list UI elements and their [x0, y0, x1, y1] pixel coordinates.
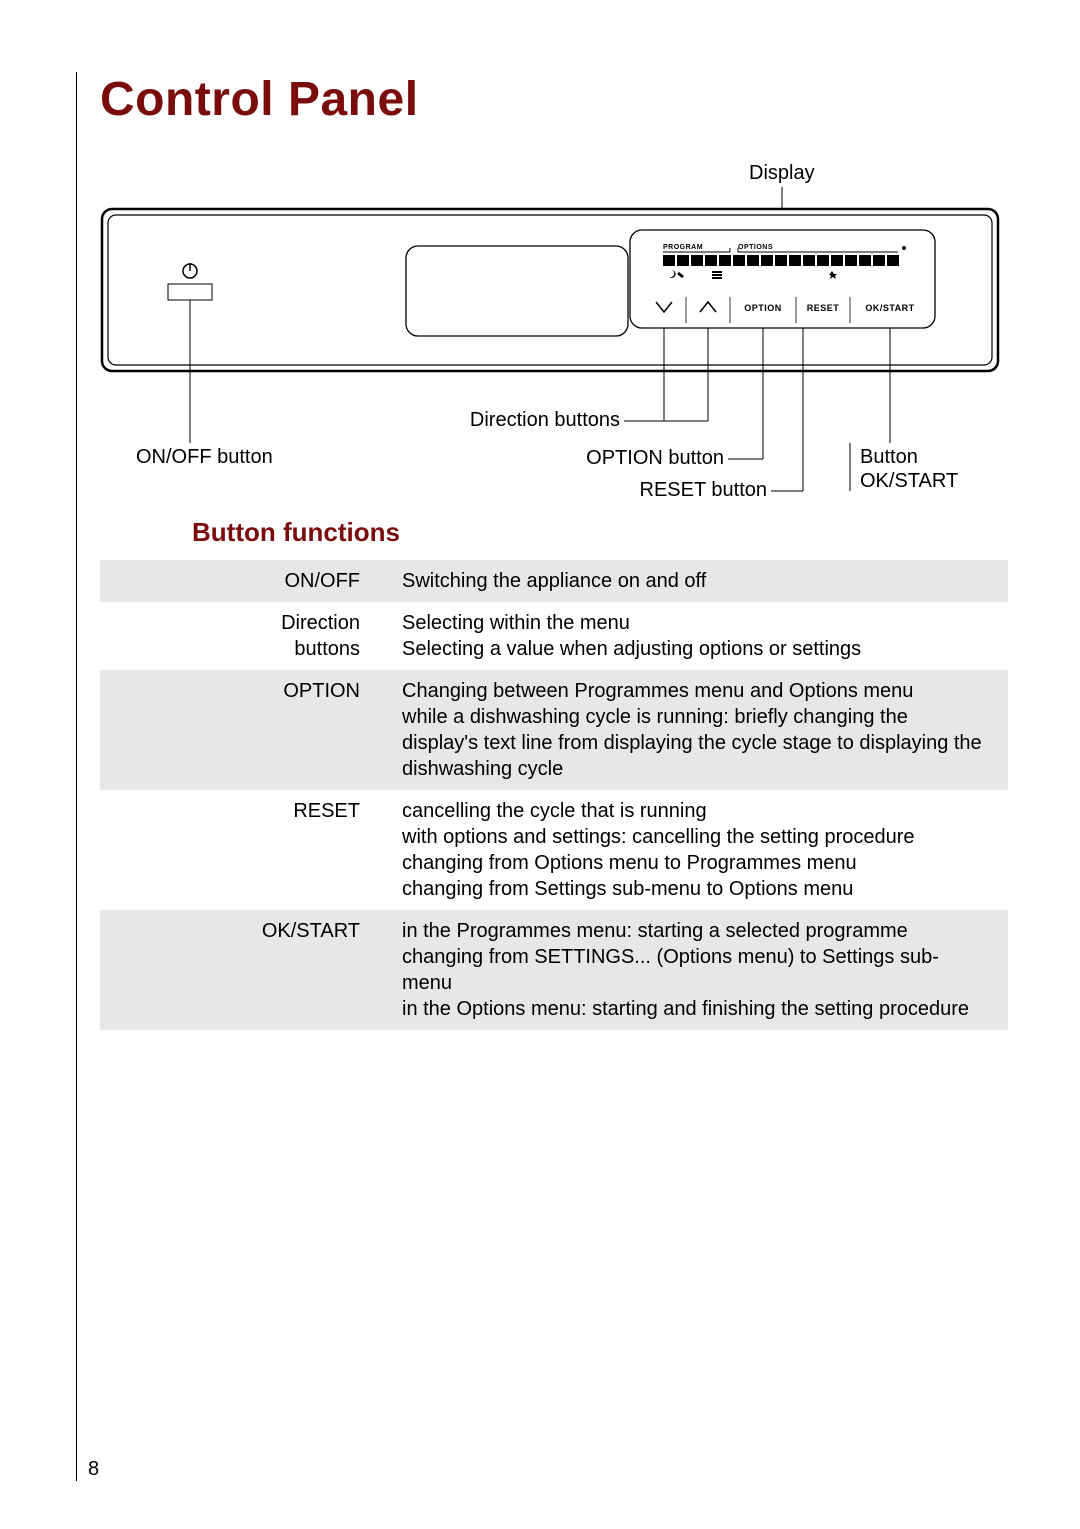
section-title: Button functions — [192, 517, 1008, 548]
row-name: RESET — [100, 790, 392, 910]
label-option: OPTION button — [586, 447, 724, 469]
row-name: OPTION — [100, 670, 392, 790]
label-direction: Direction buttons — [470, 409, 620, 431]
row-desc: Switching the appliance on and off — [392, 560, 1008, 602]
button-functions-table: ON/OFFSwitching the appliance on and off… — [100, 560, 1008, 1030]
row-name: OK/START — [100, 910, 392, 1030]
table-row: RESETcancelling the cycle that is runnin… — [100, 790, 1008, 910]
onoff-button-graphic — [168, 263, 212, 300]
row-desc: cancelling the cycle that is runningwith… — [392, 790, 1008, 910]
panel-outer-frame — [102, 209, 998, 371]
table-row: OK/STARTin the Programmes menu: starting… — [100, 910, 1008, 1030]
panel-button-row: OPTION RESET OK/START — [656, 297, 915, 323]
label-okstart2: OK/START — [860, 470, 958, 492]
row-name: Directionbuttons — [100, 602, 392, 670]
label-reset: RESET button — [640, 479, 767, 501]
direction-up-button — [700, 302, 716, 312]
content-area: Control Panel Display — [100, 72, 1008, 1030]
center-pill — [406, 246, 628, 336]
label-display: Display — [749, 162, 815, 184]
row-desc: Changing between Programmes menu and Opt… — [392, 670, 1008, 790]
table-row: ON/OFFSwitching the appliance on and off — [100, 560, 1008, 602]
page: Control Panel Display — [0, 0, 1080, 1529]
lcd-header-options: OPTIONS — [738, 244, 773, 251]
lcd-display: PROGRAM OPTIONS — [663, 244, 906, 279]
page-title: Control Panel — [100, 72, 1008, 127]
panel-button-reset: RESET — [807, 303, 840, 313]
lcd-header-program: PROGRAM — [663, 244, 703, 251]
panel-inner-frame — [108, 215, 992, 365]
diagram-svg: Display PROGRAM — [100, 151, 1000, 509]
table-row: DirectionbuttonsSelecting within the men… — [100, 602, 1008, 670]
label-okstart1: Button — [860, 446, 918, 468]
panel-button-okstart: OK/START — [865, 303, 914, 313]
label-onoff: ON/OFF button — [136, 446, 273, 468]
panel-button-option: OPTION — [744, 303, 782, 313]
page-number: 8 — [88, 1458, 99, 1481]
row-desc: in the Programmes menu: starting a selec… — [392, 910, 1008, 1030]
left-margin-rule — [76, 72, 77, 1481]
direction-down-button — [656, 302, 672, 312]
table-row: OPTIONChanging between Programmes menu a… — [100, 670, 1008, 790]
control-panel-diagram: Display PROGRAM — [100, 151, 1008, 509]
row-desc: Selecting within the menuSelecting a val… — [392, 602, 1008, 670]
row-name: ON/OFF — [100, 560, 392, 602]
